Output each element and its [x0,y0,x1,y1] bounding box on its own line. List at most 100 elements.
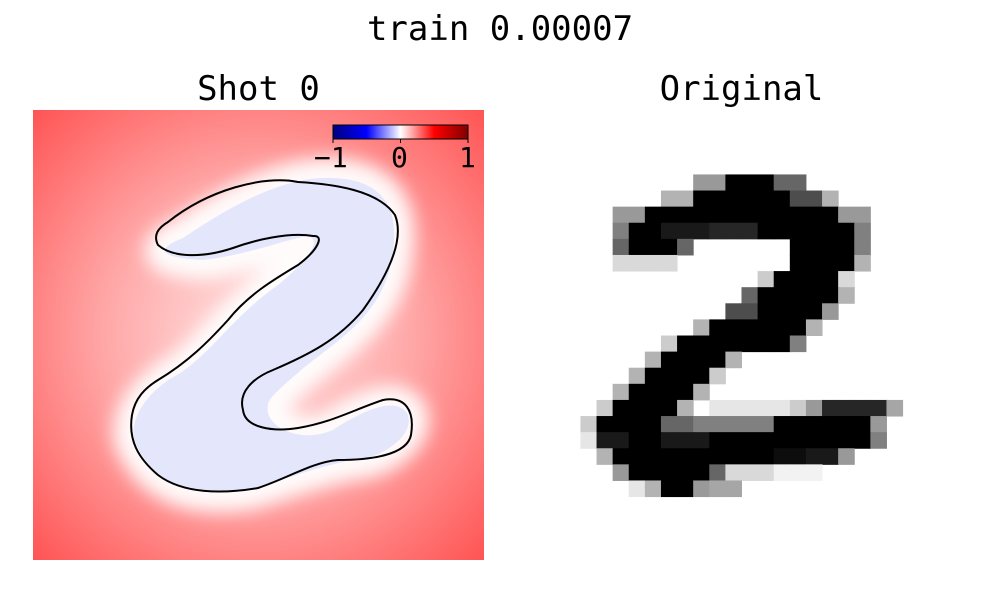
digit-pixel [660,222,678,240]
digit-pixel [628,480,646,498]
digit-pixel [822,287,839,304]
digit-pixel [822,303,839,320]
digit-pixel [789,287,807,304]
digit-pixel [709,416,726,433]
digit-pixel [612,238,630,256]
digit-pixel [725,206,742,224]
digit-pixel [628,416,646,433]
colorbar [332,124,469,140]
digit-pixel [709,399,726,417]
digit-pixel [725,448,742,465]
digit-pixel [789,432,807,449]
digit-pixel [741,432,759,449]
digit-pixel [789,222,807,240]
digit-pixel [612,222,630,240]
digit-pixel [677,222,694,240]
digit-pixel [854,416,871,433]
digit-pixel [660,464,678,481]
digit-pixel [644,480,662,498]
digit-pixel [725,399,742,417]
digit-pixel [644,432,662,449]
digit-pixel [789,303,807,320]
digit-pixel [693,335,710,353]
digit-pixel [725,432,742,449]
digit-pixel [612,399,630,417]
digit-pixel [693,464,710,481]
digit-pixel [789,399,807,417]
digit-pixel [757,416,775,433]
digit-pixel [628,399,646,417]
digit-pixel [773,448,791,465]
digit-pixel [660,432,678,449]
digit-pixel [660,448,678,465]
digit-pixel [644,383,662,401]
digit-pixel [757,206,775,224]
digit-pixel [677,480,694,498]
digit-pixel [709,319,726,336]
digit-pixel [693,416,710,433]
digit-pixel [596,416,614,433]
digit-pixel [838,222,855,240]
digit-pixel [677,464,694,481]
digit-pixel [773,464,791,481]
digit-pixel [612,464,630,481]
digit-pixel [580,416,598,433]
digit-pixel [693,206,710,224]
digit-pixel [773,319,791,336]
digit-pixel [773,335,791,353]
digit-pixel [757,319,775,336]
digit-pixel [628,383,646,401]
digit-pixel [854,238,871,256]
digit-pixel [789,335,807,353]
digit-pixel [789,448,807,465]
digit-pixel [612,254,630,272]
digit-pixel [660,480,678,498]
digit-pixel [805,303,823,320]
digit-pixel [789,254,807,272]
digit-pixel [773,271,791,288]
digit-pixel [660,335,678,353]
digit-pixel [822,238,839,256]
figure-title: train 0.00007 [366,9,634,49]
digit-pixel [660,206,678,224]
shot-heatmap-svg [33,110,484,560]
digit-pixel [596,399,614,417]
digit-pixel [644,238,662,256]
digit-pixel [870,432,887,449]
colorbar-tick-label: −1 [314,141,348,174]
digit-pixel [741,416,759,433]
digit-pixel [709,432,726,449]
digit-pixel [725,351,742,369]
digit-pixel [644,416,662,433]
digit-pixel [805,448,823,465]
colorbar-tick-label: 1 [459,141,476,174]
digit-pixel [757,448,775,465]
digit-pixel [757,271,775,288]
digit-pixel [757,432,775,449]
zero-contour [130,179,413,493]
digit-pixel [709,174,726,192]
digit-pixel [693,480,710,498]
digit-pixel [854,399,871,417]
digit-pixel [773,206,791,224]
digit-pixel [854,222,871,240]
digit-pixel [773,222,791,240]
digit-pixel [741,287,759,304]
digit-pixel [805,399,823,417]
digit-pixel [773,416,791,433]
shot-heatmap [33,110,484,560]
digit-pixel [628,367,646,385]
digit-pixel [725,319,742,336]
digit-pixel [677,206,694,224]
digit-pixel [741,174,759,192]
digit-pixel [805,206,823,224]
digit-pixel [741,206,759,224]
digit-pixel [628,448,646,465]
digit-pixel [677,448,694,465]
digit-pixel [822,206,839,224]
digit-pixel [709,222,726,240]
negative-region [133,177,409,493]
digit-pixel [822,399,839,417]
digit-pixel [660,254,678,272]
digit-pixel [693,367,710,385]
